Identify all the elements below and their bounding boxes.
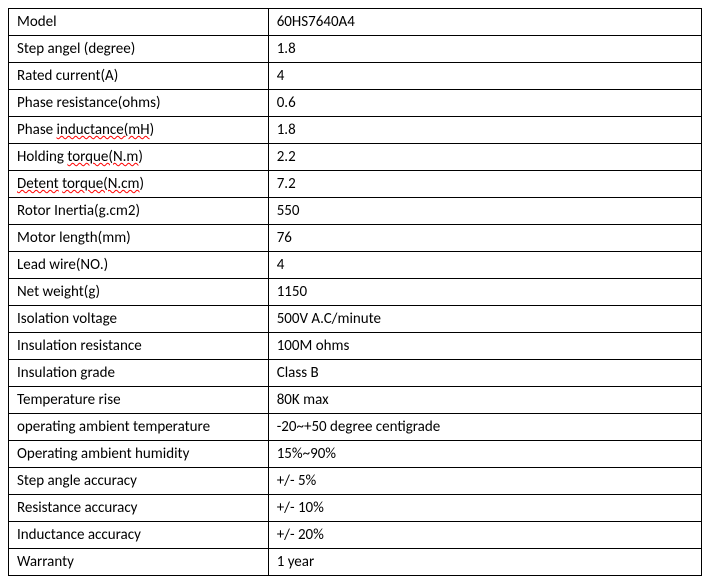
spec-table-body: Model60HS7640A4Step angel (degree)1.8Rat…	[9, 9, 702, 576]
table-row: Phase resistance(ohms)0.6	[9, 90, 702, 117]
spec-value: +/- 10%	[268, 495, 701, 522]
spec-label: Step angel (degree)	[9, 36, 269, 63]
table-row: Operating ambient humidity15%~90%	[9, 441, 702, 468]
table-row: operating ambient temperature-20~+50 deg…	[9, 414, 702, 441]
table-row: Warranty1 year	[9, 549, 702, 576]
spec-label: Insulation grade	[9, 360, 269, 387]
table-row: Net weight(g) 1150	[9, 279, 702, 306]
spec-value: 4	[268, 63, 701, 90]
table-row: Phase inductance(mH)1.8	[9, 117, 702, 144]
spec-label: Temperature rise	[9, 387, 269, 414]
spec-label: Insulation resistance	[9, 333, 269, 360]
specification-table: Model60HS7640A4Step angel (degree)1.8Rat…	[8, 8, 702, 576]
table-row: Temperature rise80K max	[9, 387, 702, 414]
spec-value: 4	[268, 252, 701, 279]
spec-value: 1.8	[268, 36, 701, 63]
spec-value: 15%~90%	[268, 441, 701, 468]
spec-value: -20~+50 degree centigrade	[268, 414, 701, 441]
spec-label: Motor length(mm)	[9, 225, 269, 252]
spec-label: Isolation voltage	[9, 306, 269, 333]
spec-label: Phase inductance(mH)	[9, 117, 269, 144]
spec-label: Phase resistance(ohms)	[9, 90, 269, 117]
spec-label: Inductance accuracy	[9, 522, 269, 549]
spec-value: 100M ohms	[268, 333, 701, 360]
spec-value: 7.2	[268, 171, 701, 198]
table-row: Detent torque(N.cm)7.2	[9, 171, 702, 198]
table-row: Model60HS7640A4	[9, 9, 702, 36]
table-row: Step angle accuracy+/- 5%	[9, 468, 702, 495]
spec-label: Model	[9, 9, 269, 36]
spec-value: 1 year	[268, 549, 701, 576]
table-row: Insulation gradeClass B	[9, 360, 702, 387]
spec-label: Rated current(A)	[9, 63, 269, 90]
table-row: Isolation voltage500V A.C/minute	[9, 306, 702, 333]
spec-value: 500V A.C/minute	[268, 306, 701, 333]
table-row: Resistance accuracy+/- 10%	[9, 495, 702, 522]
table-row: Insulation resistance100M ohms	[9, 333, 702, 360]
spec-value: 2.2	[268, 144, 701, 171]
spec-label: Rotor Inertia(g.cm2)	[9, 198, 269, 225]
spec-value: 80K max	[268, 387, 701, 414]
table-row: Inductance accuracy+/- 20%	[9, 522, 702, 549]
spec-label: Step angle accuracy	[9, 468, 269, 495]
spec-value: 76	[268, 225, 701, 252]
spec-label: Lead wire(NO.)	[9, 252, 269, 279]
spec-label: Net weight(g)	[9, 279, 269, 306]
table-row: Rotor Inertia(g.cm2)550	[9, 198, 702, 225]
spec-label: Holding torque(N.m)	[9, 144, 269, 171]
spec-label: Operating ambient humidity	[9, 441, 269, 468]
spec-value: 550	[268, 198, 701, 225]
spec-value: Class B	[268, 360, 701, 387]
spec-label: Warranty	[9, 549, 269, 576]
spec-value: +/- 5%	[268, 468, 701, 495]
spec-value: 0.6	[268, 90, 701, 117]
table-row: Step angel (degree)1.8	[9, 36, 702, 63]
table-row: Holding torque(N.m)2.2	[9, 144, 702, 171]
table-row: Rated current(A)4	[9, 63, 702, 90]
spec-value: 1150	[268, 279, 701, 306]
table-row: Motor length(mm)76	[9, 225, 702, 252]
spec-label: operating ambient temperature	[9, 414, 269, 441]
spec-label: Resistance accuracy	[9, 495, 269, 522]
spec-value: 1.8	[268, 117, 701, 144]
spec-label: Detent torque(N.cm)	[9, 171, 269, 198]
spec-value: 60HS7640A4	[268, 9, 701, 36]
spec-value: +/- 20%	[268, 522, 701, 549]
table-row: Lead wire(NO.)4	[9, 252, 702, 279]
